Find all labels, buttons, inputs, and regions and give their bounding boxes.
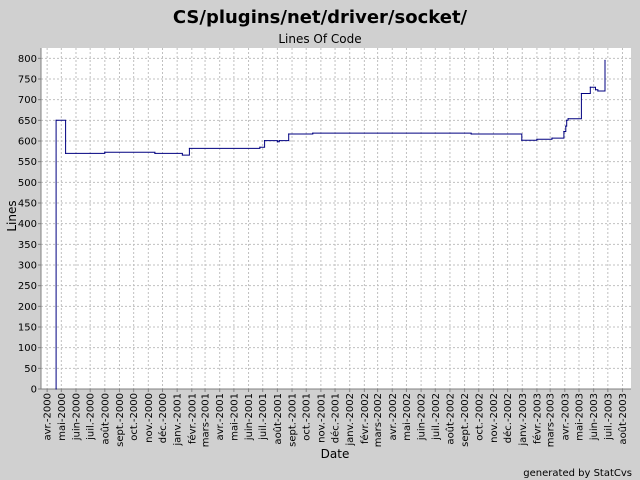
plot-area	[41, 48, 631, 389]
data-point	[604, 59, 606, 62]
data-point	[278, 139, 280, 142]
x-tick-label: mai-2003	[574, 393, 585, 441]
y-tick-label: 750	[18, 75, 37, 86]
x-tick-label: oct.-2000	[129, 393, 140, 441]
x-tick-label: sept.-2002	[460, 393, 471, 447]
y-tick-label: 800	[18, 54, 37, 65]
data-point	[55, 388, 57, 390]
y-tick-label: 200	[18, 302, 37, 313]
x-tick-label: nov.-2000	[144, 393, 155, 443]
x-tick-label: avr.-2001	[215, 393, 226, 440]
x-tick-label: janv.-2001	[173, 393, 184, 447]
x-tick-label: juil.-2000	[86, 393, 97, 441]
x-tick-label: juil.-2001	[258, 393, 269, 441]
y-tick-label: 400	[18, 219, 37, 230]
grid	[41, 48, 631, 389]
x-tick-label: nov.-2002	[489, 393, 500, 443]
data-point	[181, 154, 183, 156]
x-tick-label: avr.-2000	[43, 393, 54, 440]
data-point	[64, 152, 67, 154]
series-layer	[55, 59, 606, 390]
x-tick-label: août-2003	[617, 393, 629, 445]
data-point	[566, 119, 568, 121]
x-tick-label: févr.-2002	[359, 393, 371, 444]
data-point	[154, 152, 156, 154]
x-tick-label: avr.-2002	[388, 393, 399, 440]
y-tick-label: 100	[18, 343, 37, 354]
data-point	[567, 118, 569, 120]
x-tick-label: juin-2002	[417, 393, 428, 441]
data-point	[288, 133, 290, 135]
data-point	[536, 138, 538, 140]
data-point	[589, 86, 591, 88]
y-tick-label: 150	[18, 323, 37, 334]
x-tick-label: déc.-2000	[157, 393, 169, 443]
y-tick-label: 700	[18, 95, 37, 106]
x-tick-label: janv.-2003	[518, 393, 529, 447]
data-point	[597, 90, 599, 92]
y-tick-label: 250	[18, 281, 37, 292]
x-tick-label: août-2002	[444, 393, 456, 445]
x-axis-label: Date	[321, 447, 350, 461]
data-point	[276, 141, 278, 143]
x-tick-label: oct.-2001	[302, 393, 313, 441]
footer-credit: generated by StatCvs	[523, 468, 632, 479]
x-tick-label: mai-2001	[229, 393, 240, 441]
y-tick-label: 500	[18, 178, 37, 189]
x-tick-label: févr.-2001	[186, 393, 198, 444]
data-point	[551, 137, 553, 139]
x-tick-label: juil.-2003	[603, 393, 614, 441]
data-point	[264, 139, 266, 142]
x-tick-label: août-2001	[272, 393, 284, 445]
x-tick-label: mars-2001	[201, 393, 212, 447]
y-tick-label: 600	[18, 137, 37, 148]
x-tick-label: mars-2002	[373, 393, 384, 447]
x-tick-label: nov.-2001	[316, 393, 327, 443]
x-tick-label: mai-2002	[402, 393, 413, 441]
x-tick-label: août-2000	[99, 393, 111, 445]
x-tick-label: déc.-2002	[502, 393, 514, 443]
data-point	[312, 132, 314, 134]
x-tick-label: juin-2000	[71, 393, 82, 441]
data-point	[580, 92, 582, 95]
data-point	[594, 89, 597, 91]
data-point	[188, 147, 191, 150]
data-point	[104, 151, 106, 153]
x-tick-label: juin-2003	[589, 393, 600, 441]
x-tick-label: sept.-2001	[288, 393, 299, 447]
x-tick-label: juin-2001	[244, 393, 255, 441]
data-point	[563, 130, 565, 133]
y-tick-label: 50	[24, 364, 37, 375]
x-tick-label: oct.-2002	[474, 393, 485, 441]
x-tick-label: mars-2003	[546, 393, 557, 447]
data-point	[565, 125, 567, 127]
y-tick-label: 0	[31, 385, 37, 396]
x-tick-label: févr.-2003	[531, 393, 543, 444]
data-point	[55, 119, 57, 121]
x-axis: avr.-2000 mai-2000 juin-2000 juil.-2000 août…	[41, 388, 631, 447]
x-tick-label: juil.-2002	[431, 393, 442, 441]
data-point	[259, 146, 261, 148]
y-tick-label: 550	[18, 157, 37, 168]
x-tick-label: janv.-2002	[345, 393, 356, 447]
x-tick-label: déc.-2001	[330, 393, 342, 443]
y-tick-label: 650	[18, 116, 37, 127]
chart-subtitle: Lines Of Code	[278, 32, 361, 46]
y-tick-label: 350	[18, 240, 37, 251]
data-point	[470, 133, 472, 135]
y-axis: 0 50 100 150 200 250 300 350 400 450 500 550 600 650 7…	[18, 48, 42, 396]
y-axis-label: Lines	[5, 200, 19, 231]
y-tick-label: 450	[18, 199, 37, 210]
x-tick-label: avr.-2003	[560, 393, 571, 440]
chart-title: CS/plugins/net/driver/socket/	[173, 7, 468, 28]
x-tick-label: sept.-2000	[115, 393, 126, 447]
x-tick-label: mai-2000	[57, 393, 68, 441]
data-point	[521, 139, 523, 141]
y-tick-label: 300	[18, 261, 37, 272]
